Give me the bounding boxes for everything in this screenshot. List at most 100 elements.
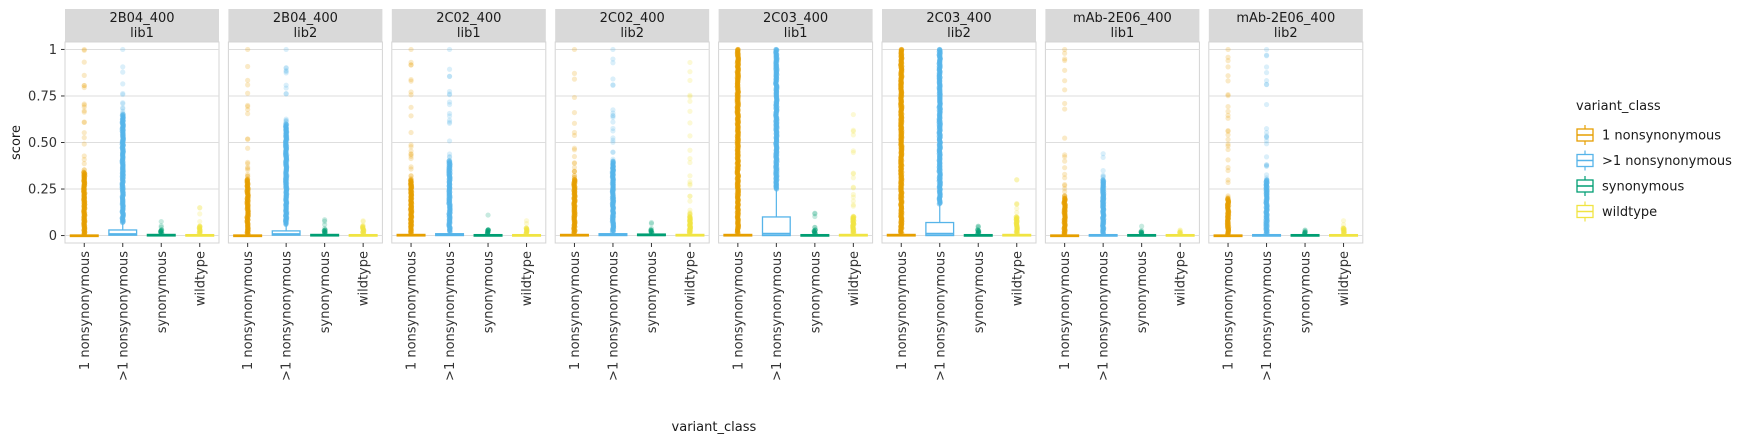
outlier-point: [81, 84, 87, 91]
outlier-point: [1014, 201, 1020, 207]
box-1-nonsynonymous: [271, 46, 301, 236]
y-tick-label: 0.75: [28, 89, 57, 104]
outlier-point: [446, 88, 453, 95]
outlier-point: [1100, 177, 1106, 183]
outlier-point: [485, 227, 491, 233]
x-tick-label: >1 nonsynonymous: [606, 251, 621, 381]
y-axis-title: score: [9, 125, 24, 160]
outlier-point: [81, 82, 87, 89]
outlier-point: [1062, 171, 1068, 177]
outlier-point: [81, 153, 87, 159]
outlier-point: [245, 136, 251, 142]
box-1-nonsynonymous: [108, 46, 138, 236]
outlier-point: [283, 46, 289, 53]
outlier-point: [120, 110, 126, 116]
outlier-point: [850, 128, 856, 134]
outlier-point: [408, 142, 414, 148]
outlier-point: [1225, 157, 1231, 163]
outlier-point: [610, 107, 616, 113]
outlier-point: [446, 157, 453, 163]
outlier-point: [197, 205, 203, 211]
outlier-point: [773, 46, 779, 53]
y-tick-label: 0: [49, 229, 57, 244]
outlier-point: [1013, 214, 1019, 220]
outlier-point: [571, 176, 578, 183]
x-tick-label: >1 nonsynonymous: [1097, 251, 1112, 381]
box-1-nonsynonymous: [598, 46, 628, 237]
outlier-point: [571, 70, 578, 76]
outlier-point: [687, 212, 693, 218]
box-1-nonsynonymous: [886, 46, 916, 237]
outlier-point: [408, 113, 414, 119]
outlier-point: [283, 65, 289, 71]
outlier-point: [850, 213, 856, 219]
outlier-point: [197, 205, 203, 211]
box-wildtype: [838, 111, 868, 237]
outlier-point: [610, 76, 616, 82]
outlier-point: [610, 110, 616, 116]
outlier-point: [1263, 53, 1270, 59]
outlier-point: [975, 223, 981, 229]
outlier-point: [1264, 177, 1270, 183]
outlier-point: [1062, 195, 1068, 201]
outlier-point: [936, 46, 943, 53]
outlier-point: [485, 212, 491, 218]
outlier-point: [446, 73, 453, 80]
outlier-point: [1177, 229, 1183, 235]
box-1-nonsynonymous: [1252, 46, 1282, 237]
facet-strip: [882, 9, 1036, 42]
outlier-point: [610, 149, 616, 156]
outlier-point: [408, 62, 414, 68]
outlier-point: [850, 214, 856, 220]
outlier-point: [1100, 174, 1106, 180]
outlier-point: [446, 158, 453, 164]
box-1-nonsynonymous: [233, 46, 263, 238]
outlier-point: [687, 211, 693, 217]
outlier-point: [899, 46, 905, 53]
outlier-point: [1100, 168, 1106, 174]
box-synonymous: [636, 219, 666, 237]
x-tick-label: 1 nonsynonymous: [405, 251, 420, 370]
x-tick-label: wildtype: [847, 251, 862, 306]
outlier-point: [446, 91, 453, 97]
outlier-point: [245, 171, 251, 177]
outlier-point: [571, 46, 578, 53]
outlier-point: [283, 85, 289, 91]
outlier-point: [850, 148, 856, 154]
outlier-point: [408, 151, 414, 158]
x-tick-label: wildtype: [1337, 251, 1352, 306]
outlier-point: [735, 46, 741, 53]
box-synonymous: [146, 218, 176, 237]
outlier-point: [322, 217, 328, 223]
outlier-point: [1225, 115, 1231, 121]
outlier-point: [245, 173, 251, 179]
outlier-point: [1340, 218, 1347, 224]
outlier-point: [120, 81, 126, 87]
outlier-point: [120, 108, 126, 114]
outlier-point: [1263, 162, 1270, 168]
box-1-nonsynonymous: [69, 46, 99, 238]
facet-strip: [391, 9, 546, 42]
outlier-point: [81, 59, 87, 65]
outlier-point: [1263, 52, 1270, 58]
outlier-point: [850, 213, 856, 219]
outlier-point: [245, 82, 251, 88]
x-tick-label: synonymous: [318, 251, 333, 333]
x-tick-label: >1 nonsynonymous: [116, 251, 131, 381]
outlier-point: [1263, 163, 1270, 169]
outlier-point: [735, 46, 741, 53]
outlier-point: [1340, 225, 1346, 231]
outlier-point: [1225, 136, 1231, 143]
y-tick-label: 0.25: [28, 183, 57, 198]
facet-strip-label-selection: mAb-2E06_400: [1236, 11, 1335, 26]
outlier-point: [1014, 177, 1020, 183]
outlier-point: [850, 170, 856, 176]
legend-key: [1576, 150, 1594, 171]
outlier-point: [975, 223, 981, 229]
x-tick-label: wildtype: [683, 251, 698, 306]
outlier-point: [1225, 141, 1231, 147]
